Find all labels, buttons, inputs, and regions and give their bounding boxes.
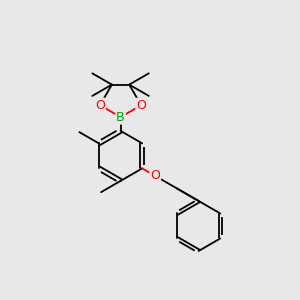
- Text: O: O: [136, 99, 146, 112]
- Text: O: O: [150, 169, 160, 182]
- Text: O: O: [95, 99, 105, 112]
- Text: B: B: [116, 111, 125, 124]
